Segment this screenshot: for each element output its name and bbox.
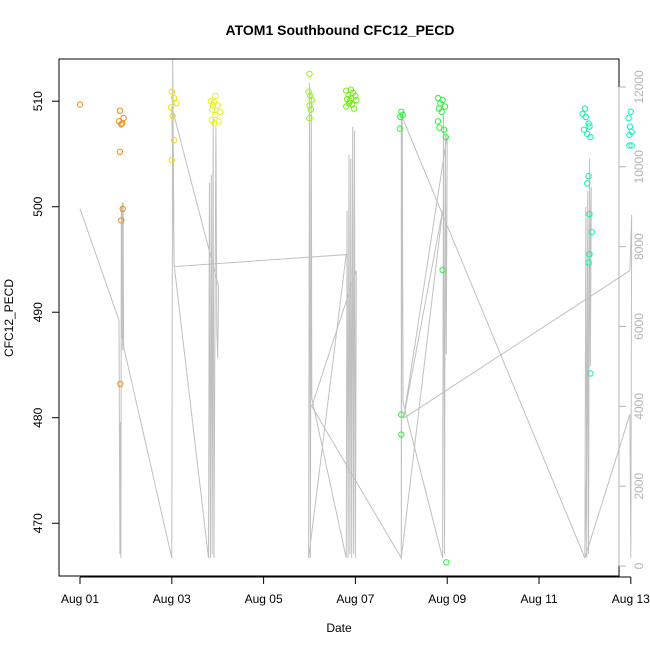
data-point-60 bbox=[440, 126, 448, 133]
y-axis: 470 480 490 500 510 bbox=[31, 91, 60, 533]
data-point-73 bbox=[587, 133, 594, 141]
x-axis: Aug 01 Aug 03 Aug 05 Aug 07 Aug 09 Aug 11 Aug … bbox=[61, 576, 650, 606]
data-point-31 bbox=[308, 96, 315, 104]
right-y-tick-label: 6000 bbox=[632, 313, 646, 340]
data-point-64 bbox=[398, 431, 405, 438]
data-point-15 bbox=[170, 137, 178, 144]
data-points bbox=[76, 70, 635, 566]
data-point-12 bbox=[173, 100, 180, 107]
data-point-16 bbox=[168, 157, 176, 164]
right-y-tick-label: 2000 bbox=[632, 473, 646, 500]
data-point-80 bbox=[587, 370, 594, 377]
data-point-45 bbox=[350, 105, 358, 112]
x-axis-label: Date bbox=[326, 621, 352, 635]
data-point-30 bbox=[307, 92, 314, 100]
data-point-14 bbox=[169, 112, 176, 120]
data-point-77 bbox=[588, 228, 595, 236]
data-point-28 bbox=[306, 70, 313, 78]
data-point-67 bbox=[579, 110, 586, 118]
data-point-56 bbox=[441, 103, 449, 110]
data-point-65 bbox=[443, 559, 450, 566]
data-point-0 bbox=[76, 101, 84, 108]
data-point-22 bbox=[214, 102, 221, 109]
right-y-tick-label: 0 bbox=[632, 562, 646, 569]
x-tick-label: Aug 05 bbox=[245, 592, 283, 606]
x-tick-label: Aug 01 bbox=[61, 592, 99, 606]
data-point-9 bbox=[117, 380, 124, 388]
data-point-34 bbox=[306, 114, 313, 122]
data-point-46 bbox=[345, 100, 353, 107]
track-lines bbox=[79, 58, 633, 560]
data-point-33 bbox=[307, 106, 315, 113]
data-point-23 bbox=[216, 108, 224, 116]
data-point-86 bbox=[626, 142, 633, 149]
y-tick-label: 490 bbox=[31, 302, 45, 322]
y-tick-label: 470 bbox=[31, 513, 45, 533]
data-point-87 bbox=[628, 142, 635, 149]
chart-title: ATOM1 Southbound CFC12_PECD bbox=[226, 22, 455, 38]
plot-frame bbox=[58, 58, 620, 577]
right-y-tick-label: 12000 bbox=[632, 70, 646, 104]
data-point-54 bbox=[439, 96, 446, 104]
data-point-3 bbox=[118, 121, 125, 128]
data-point-47 bbox=[348, 94, 355, 102]
data-point-8 bbox=[118, 217, 125, 224]
x-tick-label: Aug 07 bbox=[336, 592, 374, 606]
data-point-24 bbox=[212, 111, 219, 119]
data-point-71 bbox=[580, 126, 588, 133]
data-point-72 bbox=[584, 130, 591, 138]
data-point-1 bbox=[116, 107, 124, 114]
track-line bbox=[79, 58, 633, 560]
data-point-75 bbox=[584, 180, 591, 187]
data-point-13 bbox=[167, 104, 175, 111]
data-point-19 bbox=[212, 92, 219, 100]
data-point-69 bbox=[585, 120, 592, 127]
data-point-61 bbox=[442, 133, 449, 141]
data-point-11 bbox=[170, 94, 178, 102]
data-point-85 bbox=[626, 131, 633, 139]
y-axis-label: CFC12_PECD bbox=[2, 279, 16, 357]
data-point-32 bbox=[306, 102, 313, 109]
data-point-68 bbox=[582, 113, 589, 121]
data-point-82 bbox=[625, 114, 632, 122]
data-point-81 bbox=[627, 108, 634, 116]
data-point-51 bbox=[396, 125, 404, 132]
data-point-57 bbox=[438, 108, 445, 116]
data-point-6 bbox=[116, 148, 124, 156]
data-point-83 bbox=[626, 123, 634, 130]
x-tick-label: Aug 09 bbox=[428, 592, 466, 606]
right-y-tick-label: 8000 bbox=[632, 233, 646, 260]
x-tick-label: Aug 03 bbox=[153, 592, 191, 606]
data-point-50 bbox=[397, 113, 404, 121]
data-point-7 bbox=[119, 205, 126, 213]
right-y-axis: 0 2000 4000 6000 8000 10000 12000 bbox=[618, 70, 646, 569]
data-point-66 bbox=[581, 105, 589, 112]
data-point-5 bbox=[119, 120, 126, 127]
y-tick-label: 510 bbox=[31, 91, 45, 111]
x-tick-label: Aug 13 bbox=[612, 592, 650, 606]
right-y-tick-label: 10000 bbox=[632, 150, 646, 184]
data-point-62 bbox=[439, 266, 446, 274]
y-tick-label: 500 bbox=[31, 196, 45, 216]
data-point-76 bbox=[586, 210, 593, 218]
data-point-18 bbox=[209, 102, 217, 109]
data-point-21 bbox=[210, 99, 218, 106]
data-point-27 bbox=[215, 118, 222, 125]
data-point-78 bbox=[586, 251, 593, 258]
x-tick-label: Aug 11 bbox=[520, 592, 557, 606]
data-point-74 bbox=[585, 172, 592, 180]
data-point-63 bbox=[398, 411, 405, 418]
data-point-4 bbox=[120, 114, 127, 122]
right-y-tick-label: 4000 bbox=[632, 393, 646, 420]
data-point-10 bbox=[168, 88, 176, 95]
data-point-70 bbox=[586, 123, 593, 130]
data-point-20 bbox=[209, 106, 216, 113]
data-point-79 bbox=[585, 259, 592, 266]
y-tick-label: 480 bbox=[31, 407, 45, 427]
data-point-58 bbox=[434, 118, 442, 125]
